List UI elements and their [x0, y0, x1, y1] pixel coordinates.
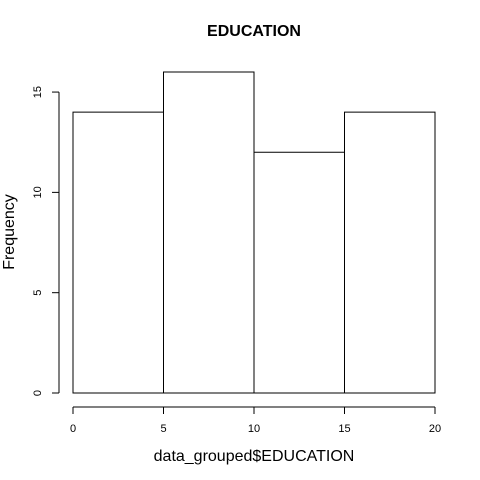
y-axis-label: Frequency: [1, 194, 18, 270]
histogram-bar-3: [344, 111, 436, 394]
y-tick-label: 5: [32, 290, 44, 296]
x-tick-label: 20: [429, 423, 441, 435]
histogram-bar-1: [163, 71, 255, 394]
histogram-bar-2: [253, 151, 345, 394]
x-tick-label: 10: [248, 423, 260, 435]
x-axis-label: data_grouped$EDUCATION: [154, 448, 355, 465]
y-axis: 0 5 10 15: [32, 86, 60, 396]
x-tick-label: 5: [160, 423, 166, 435]
histogram-bar-0: [72, 111, 164, 394]
y-tick-label: 0: [32, 390, 44, 396]
x-tick-label: 0: [70, 423, 76, 435]
y-tick-label: 15: [32, 86, 44, 98]
chart-title: EDUCATION: [207, 23, 301, 40]
x-axis: 0 5 10 15 20: [70, 406, 441, 435]
bars-group: [72, 71, 436, 394]
x-tick-label: 15: [338, 423, 350, 435]
y-tick-label: 10: [32, 186, 44, 198]
